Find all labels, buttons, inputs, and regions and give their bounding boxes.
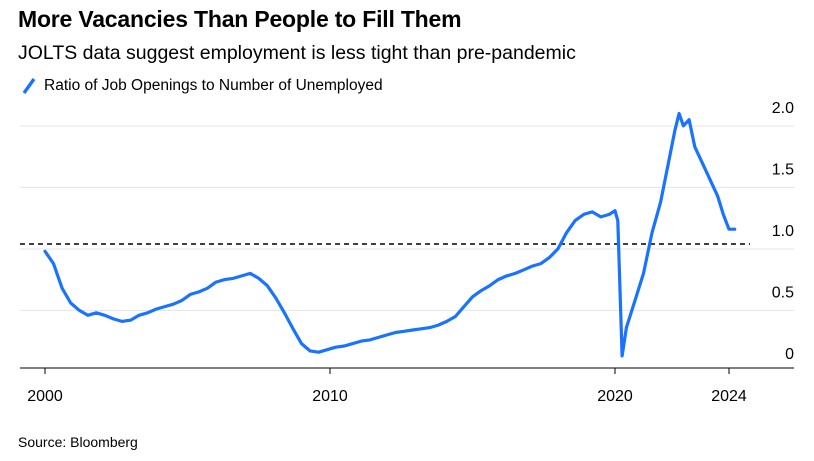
legend: Ratio of Job Openings to Number of Unemp… [22,76,383,96]
chart-subtitle: JOLTS data suggest employment is less ti… [18,42,576,64]
y-tick-label: 2.0 [772,100,794,117]
x-tick-label: 2000 [27,388,63,405]
x-tick-label: 2024 [711,388,747,405]
y-tick-label: 0.5 [772,285,794,302]
series-line [43,111,737,358]
x-tick-label: 2020 [597,388,633,405]
y-tick-label: 1.5 [772,162,794,179]
y-tick-label: 1.0 [772,223,794,240]
x-tick-label: 2010 [312,388,348,405]
legend-swatch-icon [22,78,36,94]
legend-label: Ratio of Job Openings to Number of Unemp… [44,77,383,94]
source-note: Source: Bloomberg [18,434,138,450]
chart-title: More Vacancies Than People to Fill Them [18,6,462,32]
y-tick-label: 0 [785,346,794,363]
